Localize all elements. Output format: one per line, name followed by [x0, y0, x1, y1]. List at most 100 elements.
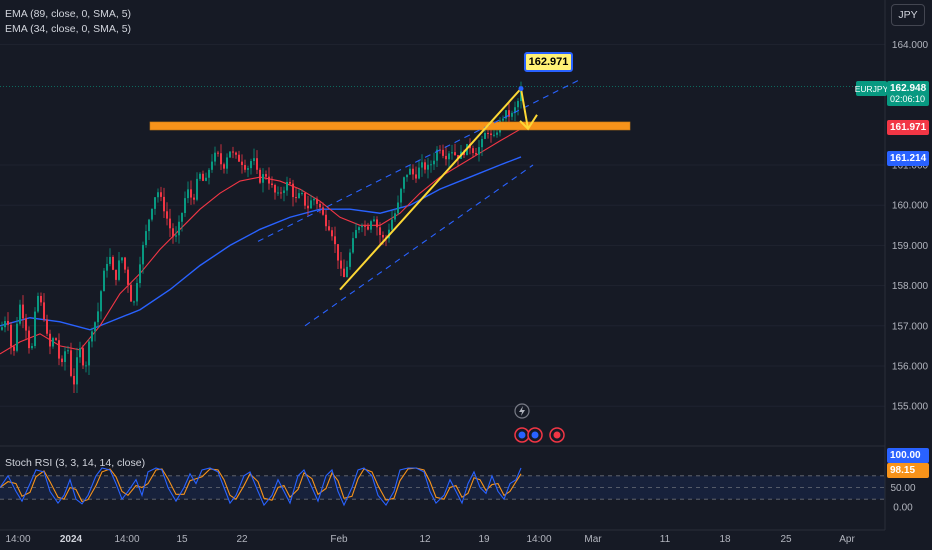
candle-body [334, 236, 336, 245]
candle-body [49, 333, 51, 347]
candle-body [271, 183, 273, 186]
drawings [149, 80, 631, 327]
candle-body [73, 375, 75, 385]
channel-upper-line [257, 80, 579, 242]
candle-body [430, 164, 432, 166]
candle-body [70, 350, 72, 376]
candle-body [103, 270, 105, 292]
candle-body [490, 133, 492, 135]
candle-body [166, 211, 168, 219]
candle-body [319, 203, 321, 208]
candle-body [187, 189, 189, 199]
candle-body [451, 152, 453, 154]
candle-body [283, 190, 285, 193]
candle-body [148, 219, 150, 232]
candle-body [508, 110, 510, 117]
candle-body [19, 304, 21, 324]
symbol-tag: EURJPY [855, 81, 888, 96]
candle-body [157, 192, 159, 198]
candle-body [112, 256, 114, 270]
candle-body [313, 198, 315, 201]
candle-body [169, 218, 171, 229]
event-marker-dot [553, 431, 561, 439]
trendline [339, 87, 522, 291]
event-icons[interactable] [514, 403, 565, 443]
candle-body [142, 245, 144, 265]
time-axis-label: 14:00 [114, 534, 139, 545]
candle-body [193, 197, 195, 200]
candle-body [316, 198, 318, 204]
time-axis[interactable]: 14:00 2024 14:00 15 22 Feb 12 19 14:00 Mar 11 18 25 A… [0, 529, 885, 545]
candle-body [421, 162, 423, 168]
projection-arrowhead [519, 114, 538, 131]
candle-body [277, 192, 279, 194]
candle-body [160, 192, 162, 197]
stoch-axis-label: 0.00 [893, 503, 913, 514]
price-axis-label: 158.000 [892, 281, 929, 292]
candle-body [154, 197, 156, 209]
stoch-k-tag: 100.00 [887, 448, 929, 463]
candle-body [7, 320, 9, 325]
candle-body [337, 244, 339, 261]
candle-body [235, 152, 237, 155]
candle-body [370, 221, 372, 230]
candle-body [331, 230, 333, 237]
projection-arrow [520, 88, 529, 129]
projection-anchor [518, 86, 524, 92]
legend-ema89[interactable]: EMA (89, close, 0, SMA, 5) [5, 8, 132, 20]
time-axis-label: 25 [780, 534, 792, 545]
candle-body [31, 345, 33, 349]
candle-body [403, 177, 405, 189]
candle-body [505, 110, 507, 119]
candle-body [484, 132, 486, 139]
candle-body [304, 193, 306, 206]
time-axis-label: 18 [719, 534, 731, 545]
candle-body [124, 257, 126, 270]
candle-body [265, 174, 267, 177]
candle-body [16, 323, 18, 351]
candle-body [262, 174, 264, 183]
currency-button[interactable]: JPY [891, 4, 925, 26]
candle-body [13, 346, 15, 351]
price-axis-label: 160.000 [892, 201, 929, 212]
candle-body [61, 358, 63, 363]
candle-body [367, 226, 369, 230]
candle-body [76, 357, 78, 385]
candle-body [22, 304, 24, 319]
candle-body [325, 214, 327, 227]
event-marker-dot [531, 431, 539, 439]
price-axis-label: 164.000 [892, 40, 929, 51]
candle-body [433, 160, 435, 165]
candle-body [10, 324, 12, 347]
candle-body [502, 118, 504, 121]
legend-stoch-rsi[interactable]: Stoch RSI (3, 3, 14, 14, close) [5, 457, 146, 469]
last-price-value: 162.948 [890, 83, 927, 94]
candle-body [259, 169, 261, 183]
candle-body [397, 202, 399, 214]
candle-body [130, 284, 132, 302]
candle-body [199, 173, 201, 179]
candle-body [64, 351, 66, 363]
candle-body [364, 225, 366, 227]
candle-body [343, 268, 345, 278]
candle-body [196, 178, 198, 200]
candle-body [40, 295, 42, 303]
candle-body [292, 183, 294, 198]
time-axis-label: Mar [584, 534, 602, 545]
candle-body [286, 182, 288, 191]
candle-body [493, 134, 495, 136]
candle-body [121, 257, 123, 261]
candle-body [487, 132, 489, 134]
candle-body [481, 138, 483, 148]
candle-body [382, 234, 384, 238]
legend-ema34[interactable]: EMA (34, close, 0, SMA, 5) [5, 23, 132, 35]
candle-body [58, 340, 60, 359]
candle-body [352, 238, 354, 253]
candle-body [514, 107, 516, 113]
ema-price-tag: 161.214 [887, 151, 929, 166]
countdown-timer: 02:06:10 [890, 94, 926, 104]
target-price-callout[interactable]: 162.971 [524, 52, 573, 72]
candle-body [400, 188, 402, 203]
candle-body [496, 132, 498, 135]
candle-body [205, 177, 207, 181]
